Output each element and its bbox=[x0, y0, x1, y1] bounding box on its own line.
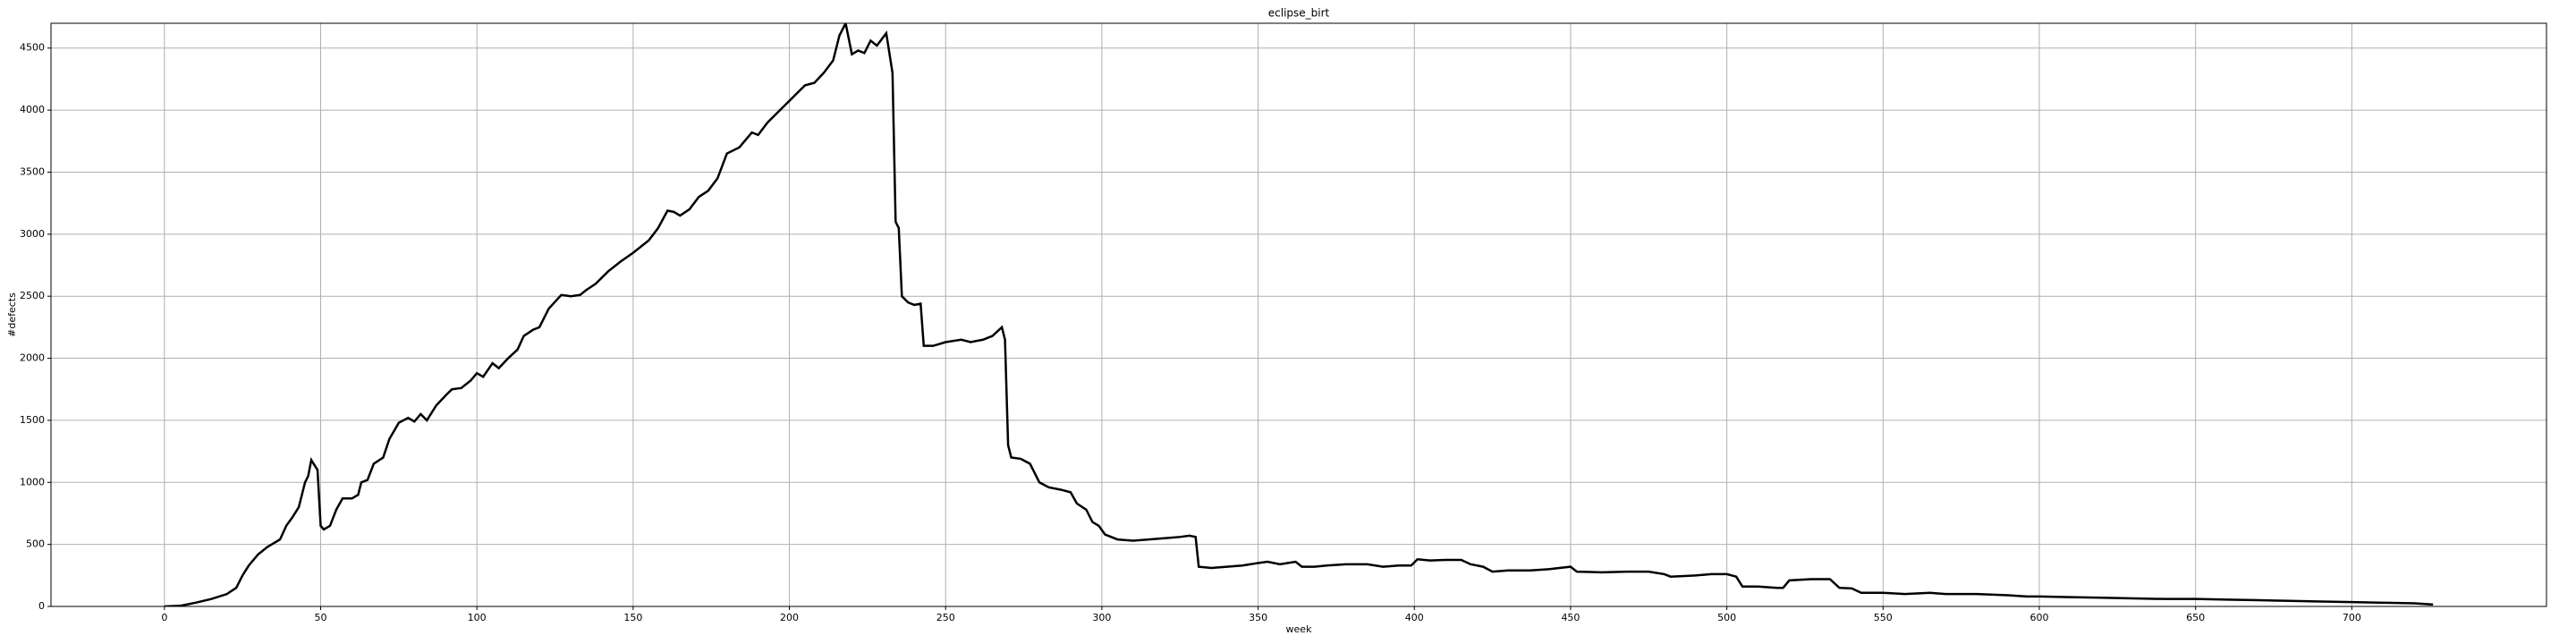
x-tick-label: 550 bbox=[1874, 612, 1893, 623]
y-tick-label: 2000 bbox=[20, 352, 45, 364]
x-tick-label: 0 bbox=[161, 612, 167, 623]
x-tick-label: 500 bbox=[1717, 612, 1736, 623]
y-tick-label: 2500 bbox=[20, 290, 45, 301]
x-tick-label: 250 bbox=[936, 612, 955, 623]
y-tick-label: 1500 bbox=[20, 414, 45, 426]
x-tick-label: 300 bbox=[1092, 612, 1111, 623]
x-tick-label: 400 bbox=[1405, 612, 1424, 623]
x-tick-label: 600 bbox=[2029, 612, 2048, 623]
line-series bbox=[164, 23, 2434, 606]
plot-frame bbox=[50, 22, 2547, 607]
x-tick-label: 150 bbox=[623, 612, 642, 623]
x-axis-label: week bbox=[1286, 623, 1313, 635]
y-tick-label: 3000 bbox=[20, 228, 45, 240]
y-tick-label: 1000 bbox=[20, 476, 45, 487]
y-tick-label: 500 bbox=[26, 538, 45, 550]
x-tick-label: 200 bbox=[780, 612, 799, 623]
y-tick-label: 0 bbox=[38, 600, 45, 612]
y-tick-label: 4500 bbox=[20, 42, 45, 54]
y-tick-label: 3500 bbox=[20, 165, 45, 177]
y-tick-label: 4000 bbox=[20, 104, 45, 115]
y-axis-label: #defects bbox=[6, 292, 18, 337]
x-tick-label: 100 bbox=[468, 612, 487, 623]
x-tick-label: 350 bbox=[1249, 612, 1267, 623]
x-tick-label: 700 bbox=[2343, 612, 2361, 623]
x-tick-label: 450 bbox=[1561, 612, 1580, 623]
x-tick-label: 50 bbox=[314, 612, 326, 623]
x-tick-label: 650 bbox=[2186, 612, 2205, 623]
chart-title: eclipse_birt bbox=[1268, 7, 1330, 20]
